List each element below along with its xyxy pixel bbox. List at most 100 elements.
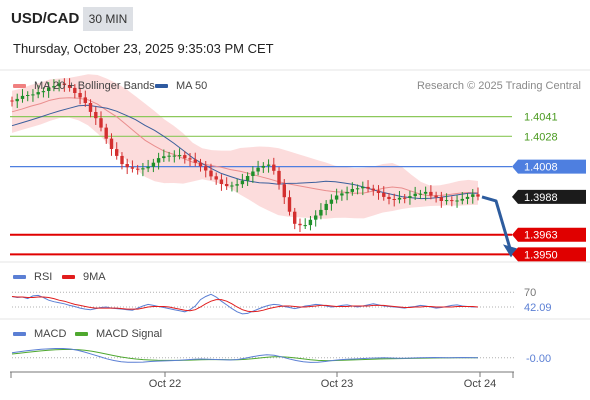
time-axis: Oct 22 Oct 23 Oct 24 xyxy=(10,371,514,390)
candle-body xyxy=(366,186,370,189)
candle-body xyxy=(444,200,449,202)
candle-body xyxy=(94,112,98,119)
candle-body xyxy=(413,193,417,197)
candle-body xyxy=(303,225,307,227)
candle-body xyxy=(298,223,302,226)
level-label: 1.3950 xyxy=(524,249,558,261)
candle-body xyxy=(41,91,46,93)
macd-level-label: -0.00 xyxy=(526,353,551,365)
candle-body xyxy=(31,94,35,96)
legend-ma50: MA 50 xyxy=(155,80,207,92)
candle-body xyxy=(418,193,423,195)
candle-body xyxy=(460,198,464,201)
symbol-title: USD/CAD xyxy=(11,10,80,27)
candle-body xyxy=(340,193,344,196)
level-label: 1.4008 xyxy=(524,162,558,174)
bollinger-band-area xyxy=(12,74,478,219)
candle-body xyxy=(293,211,297,224)
legend-macd-signal: MACD Signal xyxy=(75,328,162,340)
candle-body xyxy=(350,189,354,192)
level-label-box xyxy=(512,247,586,262)
candle-body xyxy=(439,197,443,201)
candle-body xyxy=(371,188,375,191)
candle-body xyxy=(15,98,19,102)
candle-body xyxy=(109,138,114,149)
rsi-panel: 70 42.09 xyxy=(11,287,552,315)
level-labels: 1.4041 1.4028 1.4008 1.3963 1.3950 1.3988 xyxy=(512,112,586,262)
time-axis-label: Oct 23 xyxy=(321,378,353,390)
candle-body xyxy=(183,155,187,159)
legend-swatch xyxy=(75,332,88,336)
rsi-level-label: 42.09 xyxy=(524,302,552,314)
legend-label: MA 20 + Bollinger Bands xyxy=(34,80,155,92)
candle-body xyxy=(146,166,150,169)
candle-body xyxy=(130,167,135,169)
candle-body xyxy=(308,219,313,226)
research-credit: Research © 2025 Trading Central xyxy=(416,80,581,92)
candle-body xyxy=(408,196,412,198)
candle-body xyxy=(392,199,396,200)
candle-body xyxy=(434,195,438,198)
bollinger-band xyxy=(12,74,478,219)
candle-body xyxy=(361,186,365,189)
candle-body xyxy=(476,194,480,197)
candle-body xyxy=(455,200,459,202)
candle-body xyxy=(214,176,218,180)
chart-datetime: Thursday, October 23, 2025 9:35:03 PM CE… xyxy=(13,41,274,56)
candle-body xyxy=(36,92,40,95)
forecast-arrow-path xyxy=(481,195,512,249)
macd-panel: -0.00 xyxy=(11,348,551,365)
level-label-box xyxy=(512,227,586,242)
candle-body xyxy=(156,158,161,163)
candle-body xyxy=(198,162,203,167)
candle-body xyxy=(397,197,402,200)
candle-body xyxy=(324,203,328,210)
candle-body xyxy=(266,164,271,166)
candle-body xyxy=(272,164,276,171)
candle-body xyxy=(471,194,475,197)
current-price-label: 1.3988 xyxy=(524,192,558,204)
time-axis-label: Oct 24 xyxy=(464,378,496,390)
legend-rsi-ma: 9MA xyxy=(62,271,106,283)
candle-body xyxy=(450,200,454,202)
candle-body xyxy=(429,191,433,196)
candle-body xyxy=(57,83,61,87)
candle-body xyxy=(277,170,281,185)
legend-ma20-bb: MA 20 + Bollinger Bands xyxy=(13,80,155,92)
candle-body xyxy=(382,193,386,197)
candle-body xyxy=(230,185,234,187)
legend-label: RSI xyxy=(34,271,53,283)
candlesticks xyxy=(10,78,480,233)
candle-body xyxy=(115,149,119,156)
candle-body xyxy=(151,162,156,167)
candle-body xyxy=(177,155,182,157)
level-label: 1.4028 xyxy=(524,131,558,143)
candle-body xyxy=(282,184,286,198)
candle-body xyxy=(219,179,224,184)
legend-label: MA 50 xyxy=(176,80,208,92)
legend-swatch xyxy=(155,84,168,88)
candle-body xyxy=(162,156,166,159)
candle-body xyxy=(188,158,192,160)
timeframe-button[interactable]: 30 MIN xyxy=(83,7,133,31)
rsi-line xyxy=(11,293,478,315)
forecast-arrow-head xyxy=(503,244,517,258)
level-label: 1.4041 xyxy=(524,112,558,124)
level-label-box xyxy=(512,159,586,174)
candle-body xyxy=(52,86,56,88)
candle-body xyxy=(67,85,72,88)
candle-body xyxy=(62,83,67,85)
candle-body xyxy=(376,190,381,193)
price-levels xyxy=(10,116,512,256)
legend-rsi: RSI xyxy=(13,271,52,283)
candle-body xyxy=(465,196,470,199)
legend-swatch xyxy=(13,275,26,279)
candle-body xyxy=(204,166,208,171)
macd-line xyxy=(11,348,479,363)
candle-body xyxy=(172,155,176,157)
legend-label: MACD xyxy=(34,328,67,340)
candle-body xyxy=(26,95,30,96)
forecast-arrow xyxy=(481,195,517,258)
legend-label: MACD Signal xyxy=(96,328,163,340)
